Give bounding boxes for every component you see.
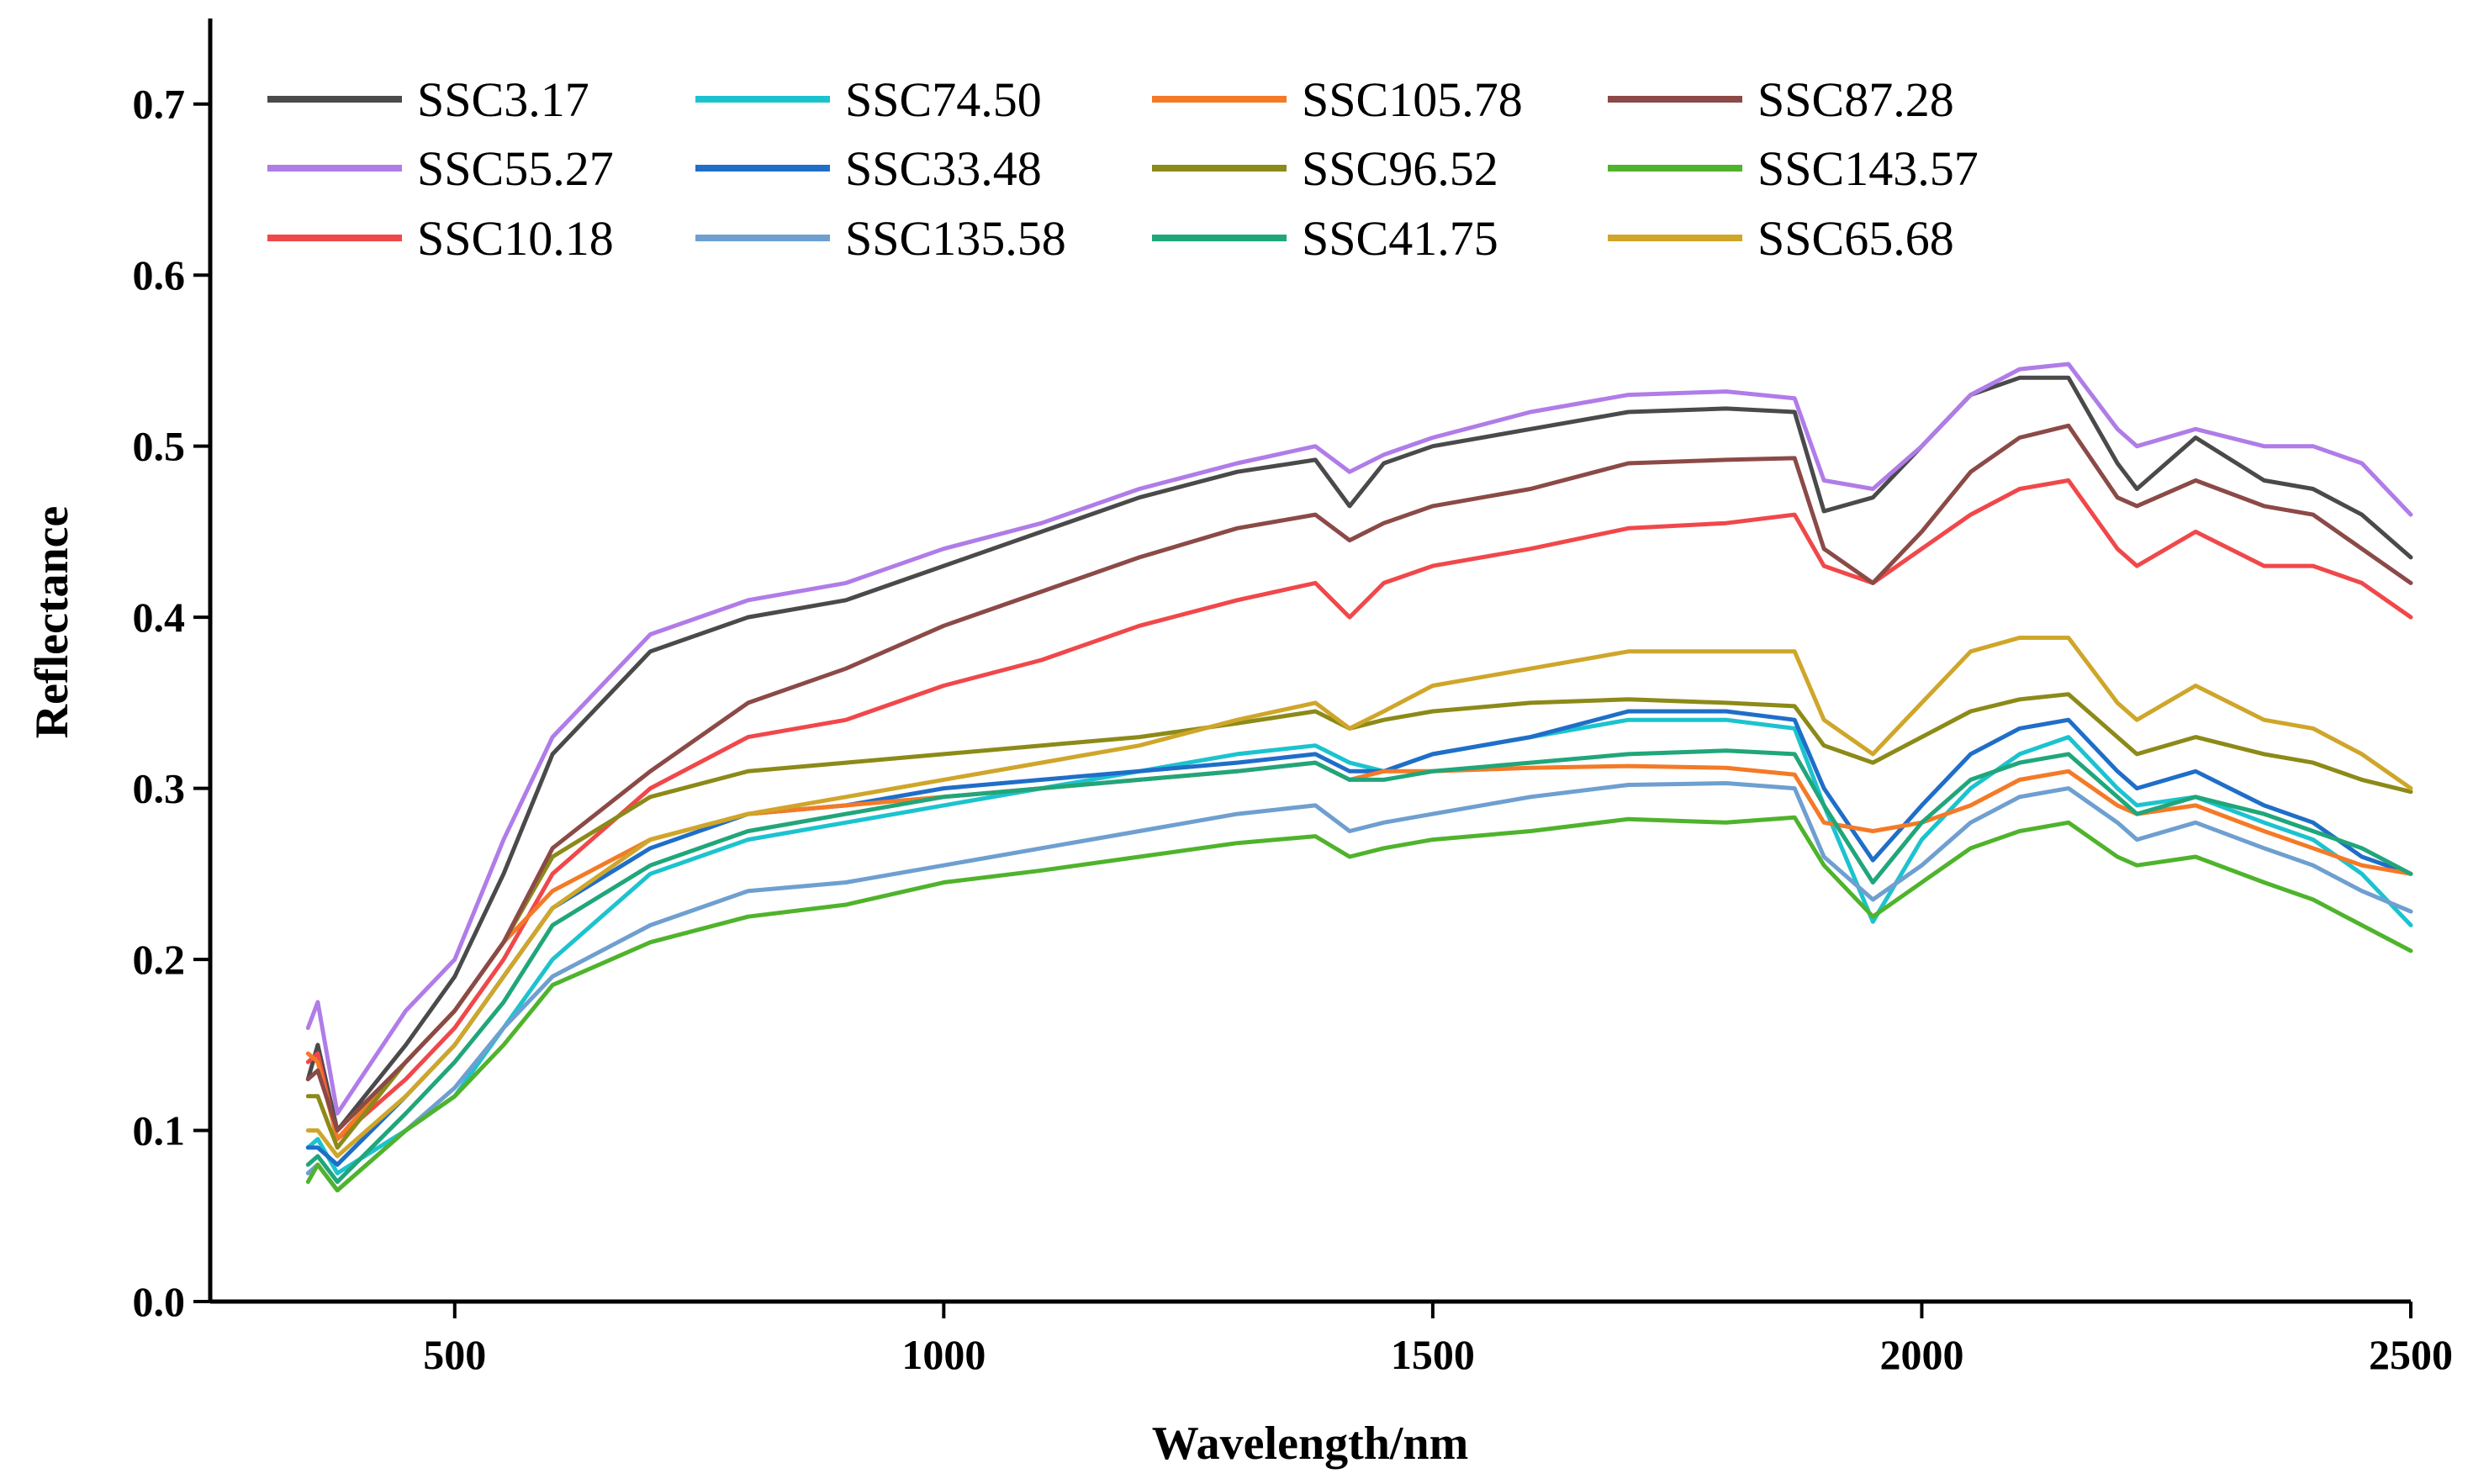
series-line [305, 760, 2413, 1142]
legend-label: SSC41.75 [1302, 211, 1498, 266]
series-line [305, 636, 2413, 1159]
x-tick-label: 1000 [901, 1331, 986, 1378]
series-line [305, 692, 2413, 1150]
y-tick-label: 0.2 [133, 936, 186, 983]
x-tick-label: 2500 [2369, 1331, 2453, 1378]
legend-label: SSC55.27 [417, 141, 614, 196]
plot-lines [305, 362, 2413, 1193]
series-line [305, 478, 2413, 1142]
axes [208, 18, 2411, 1304]
legend-label: SSC87.28 [1757, 72, 1954, 127]
series-line [305, 781, 2413, 1193]
series-line [305, 362, 2413, 1116]
y-axis-title: Reflectance [26, 506, 78, 739]
series-line [305, 815, 2413, 1193]
x-tick-label: 2000 [1879, 1331, 1963, 1378]
y-tick-label: 0.6 [133, 251, 186, 298]
y-tick-label: 0.0 [133, 1278, 186, 1325]
legend-label: SSC96.52 [1302, 141, 1498, 196]
legend-label: SSC105.78 [1302, 72, 1523, 127]
legend-label: SSC3.17 [417, 72, 589, 127]
x-tick-label: 500 [423, 1331, 486, 1378]
x-tick-label: 1500 [1391, 1331, 1475, 1378]
y-ticks: 0.0 0.1 0.2 0.3 0.4 0.5 0.6 0.7 [133, 81, 210, 1325]
series-line [305, 748, 2413, 1185]
legend-label: SSC143.57 [1757, 141, 1979, 196]
legend: SSC3.17 SSC55.27 SSC10.18 SSC74.50 SSC33.48 S… [267, 72, 1979, 266]
legend-label: SSC33.48 [845, 141, 1042, 196]
y-tick-label: 0.4 [133, 594, 186, 641]
x-ticks: 500 1000 1500 2000 2500 [423, 1302, 2453, 1378]
legend-label: SSC74.50 [845, 72, 1042, 127]
legend-label: SSC65.68 [1757, 211, 1954, 266]
y-tick-label: 0.3 [133, 765, 186, 812]
y-tick-label: 0.7 [133, 81, 186, 128]
series-line [305, 375, 2413, 1133]
series-line [305, 423, 2413, 1133]
legend-label: SSC10.18 [417, 211, 614, 266]
y-tick-label: 0.1 [133, 1107, 186, 1154]
legend-label: SSC135.58 [845, 211, 1066, 266]
x-axis-title: Wavelength/nm [1152, 1418, 1468, 1470]
y-tick-label: 0.5 [133, 423, 186, 470]
